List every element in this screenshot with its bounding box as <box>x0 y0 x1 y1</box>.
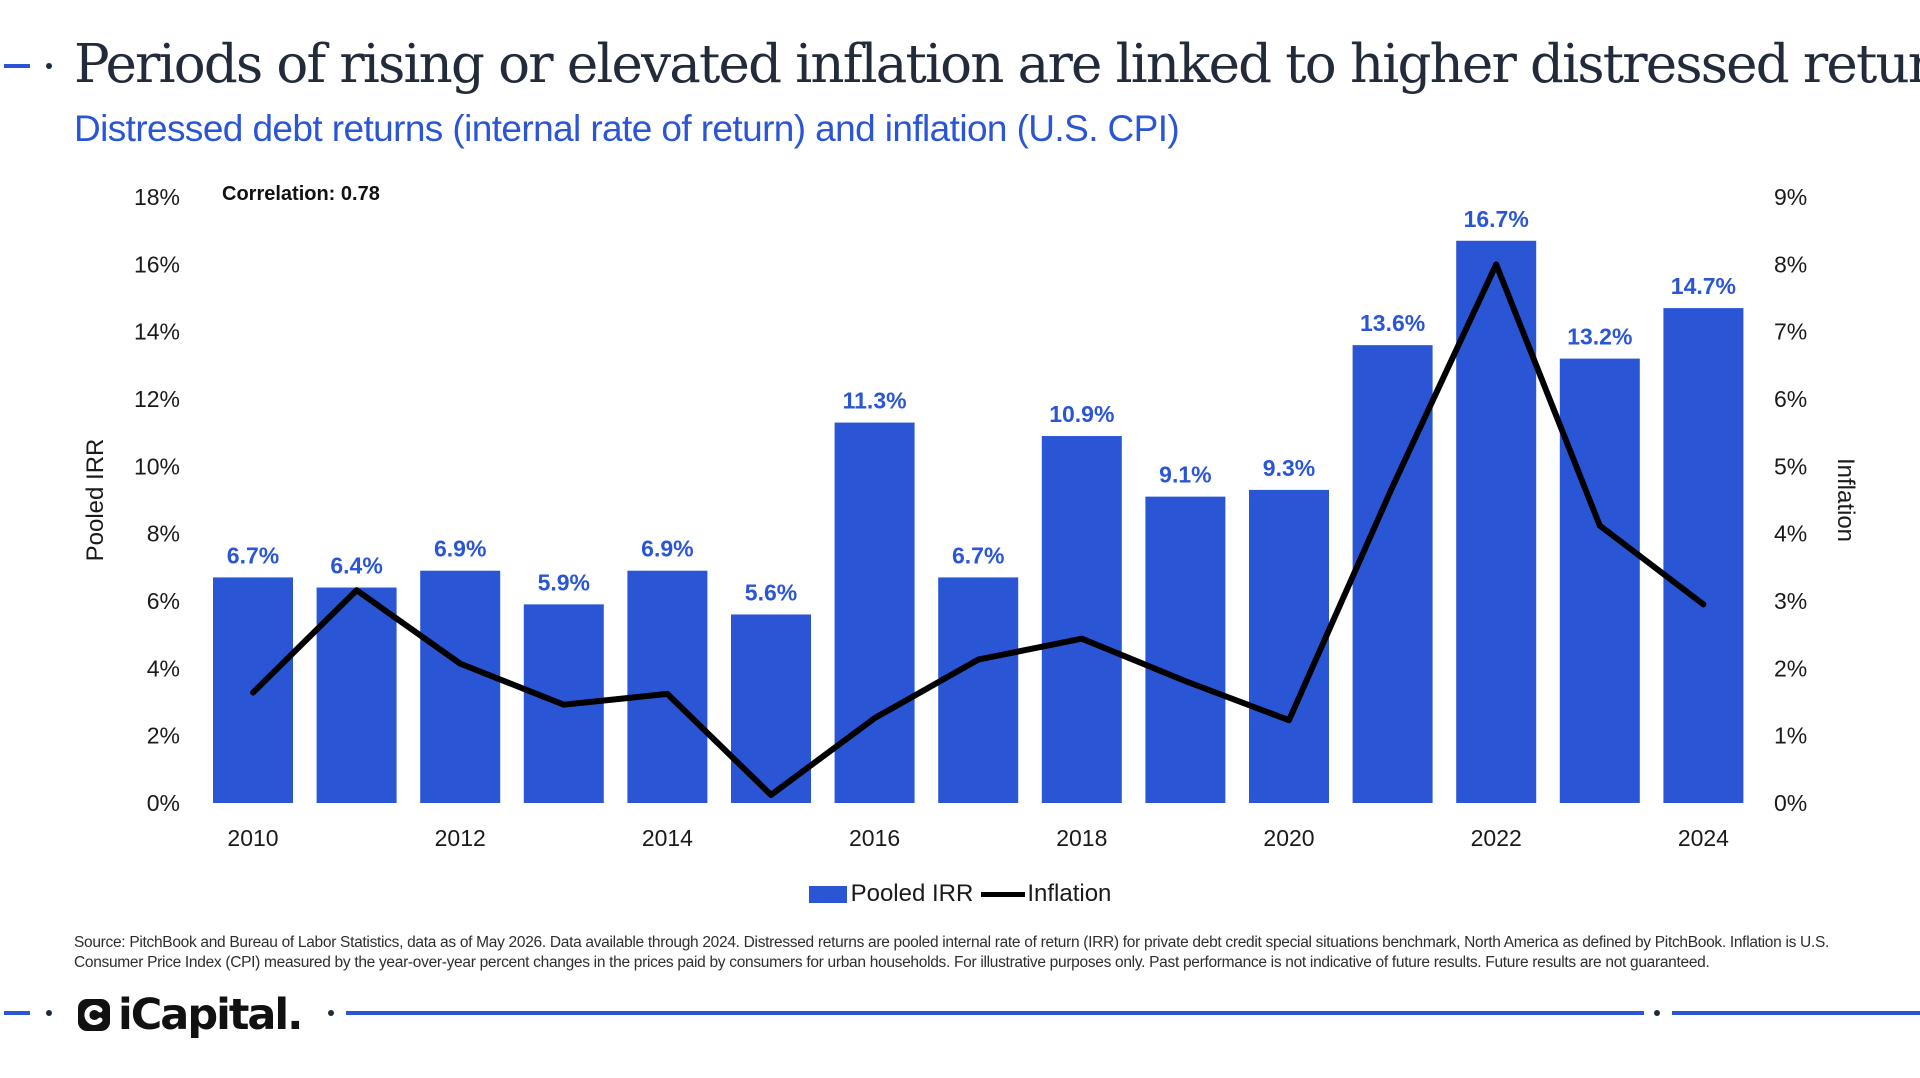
irr-inflation-chart: 0% 2% 4% 6% 8% 10% 12% 14% 16% 18% 0% 1% 2% 3% 4% 5% 6%… <box>82 183 1859 851</box>
y-left-tick-label: 4% <box>147 655 180 681</box>
bar-data-labels: 6.7% 6.4% 6.9% 5.9% 6.9% 5.6% 11.3% 6.7% 10.9% 9.… <box>227 206 1736 606</box>
x-tick-label: 2024 <box>1678 825 1729 851</box>
y-left-tick-label: 14% <box>134 319 180 345</box>
y-right-tick-label: 9% <box>1774 184 1807 210</box>
icapital-logo-text: iCapital. <box>118 990 303 1040</box>
y-right-axis: 0% 1% 2% 3% 4% 5% 6% 7% 8% 9% <box>1774 184 1807 816</box>
y-left-axis: 0% 2% 4% 6% 8% 10% 12% 14% 16% 18% <box>134 184 180 816</box>
x-tick-label: 2014 <box>642 825 693 851</box>
footer-rule <box>346 1011 1644 1015</box>
y-right-tick-label: 2% <box>1774 655 1807 681</box>
header-accent-dot <box>46 63 52 69</box>
bar-value-label: 13.2% <box>1567 324 1632 350</box>
x-tick-label: 2016 <box>849 825 900 851</box>
y-right-tick-label: 8% <box>1774 251 1807 277</box>
y-left-tick-label: 0% <box>147 790 180 816</box>
legend-swatch-line <box>981 891 1026 897</box>
bar-value-label: 5.6% <box>745 579 797 605</box>
y-right-tick-label: 3% <box>1774 588 1807 614</box>
bar-value-label: 9.3% <box>1263 455 1315 481</box>
legend-item-inflation: Inflation <box>981 880 1111 908</box>
legend-label-pooled-irr: Pooled IRR <box>850 880 974 907</box>
bar-2020 <box>1249 489 1329 803</box>
correlation-annotation: Correlation: 0.78 <box>222 183 380 205</box>
y-left-axis-title: Pooled IRR <box>82 439 109 562</box>
x-tick-label: 2018 <box>1056 825 1107 851</box>
header-accent-dash <box>4 64 30 68</box>
y-right-tick-label: 4% <box>1774 521 1807 547</box>
x-tick-label: 2020 <box>1263 825 1314 851</box>
bar-value-label: 11.3% <box>843 388 907 414</box>
footer-rule-dot <box>328 1010 334 1016</box>
bar-value-label: 6.7% <box>227 542 279 568</box>
y-right-tick-label: 7% <box>1774 319 1807 345</box>
legend-label-inflation: Inflation <box>1027 880 1112 907</box>
bar-2011 <box>316 587 397 803</box>
bar-value-label: 16.7% <box>1464 206 1529 232</box>
y-left-tick-label: 16% <box>134 251 180 277</box>
y-left-tick-label: 2% <box>147 723 180 749</box>
bar-value-label: 6.9% <box>434 536 486 562</box>
bar-value-label: 14.7% <box>1671 273 1736 299</box>
chart-legend: Pooled IRR Inflation <box>0 880 1920 908</box>
bar-2021 <box>1352 345 1433 803</box>
bar-value-label: 5.9% <box>538 569 590 595</box>
footer-accent-dot <box>46 1010 52 1016</box>
y-right-tick-label: 5% <box>1774 453 1807 479</box>
x-axis: 2010 2012 2014 2016 2018 2020 2022 2024 <box>227 825 1729 851</box>
x-tick-label: 2012 <box>435 825 486 851</box>
icapital-logo-icon <box>78 999 110 1031</box>
bar-value-label: 10.9% <box>1049 401 1114 427</box>
legend-swatch-bar <box>808 885 847 903</box>
source-footnote: Source: PitchBook and Bureau of Labor St… <box>74 934 1829 971</box>
bar-2017 <box>938 577 1019 803</box>
footer-rule-dot <box>1654 1010 1660 1016</box>
footer-accent-dash <box>4 1011 30 1015</box>
bar-2023 <box>1559 358 1640 803</box>
y-left-tick-label: 6% <box>147 588 180 614</box>
x-tick-label: 2022 <box>1471 825 1522 851</box>
bar-2012 <box>420 570 501 803</box>
page-subtitle: Distressed debt returns (internal rate o… <box>74 108 1180 149</box>
line-series <box>250 261 1707 798</box>
icapital-logo: iCapital. <box>76 990 303 1040</box>
y-right-axis-title: Inflation <box>1832 458 1859 542</box>
footer-rule <box>1672 1011 1920 1015</box>
legend-item-pooled-irr: Pooled IRR <box>808 880 974 908</box>
y-right-tick-label: 0% <box>1774 790 1807 816</box>
bar-value-label: 6.7% <box>952 542 1004 568</box>
y-right-tick-label: 1% <box>1774 723 1807 749</box>
y-left-tick-label: 12% <box>134 386 180 412</box>
bar-value-label: 6.4% <box>330 553 382 579</box>
bar-2014 <box>627 570 708 803</box>
bar-value-label: 13.6% <box>1360 310 1425 336</box>
bar-2018 <box>1041 436 1122 803</box>
bar-2016 <box>834 422 915 803</box>
x-tick-label: 2010 <box>227 825 278 851</box>
page-title: Periods of rising or elevated inflation … <box>74 34 1920 95</box>
bar-2024 <box>1663 308 1744 803</box>
bar-value-label: 9.1% <box>1159 462 1211 488</box>
bar-value-label: 6.9% <box>641 536 693 562</box>
bar-2019 <box>1145 496 1226 803</box>
y-left-tick-label: 10% <box>134 453 180 479</box>
y-left-tick-label: 8% <box>147 521 180 547</box>
y-left-tick-label: 18% <box>134 184 180 210</box>
bar-series <box>213 240 1744 803</box>
y-right-tick-label: 6% <box>1774 386 1807 412</box>
